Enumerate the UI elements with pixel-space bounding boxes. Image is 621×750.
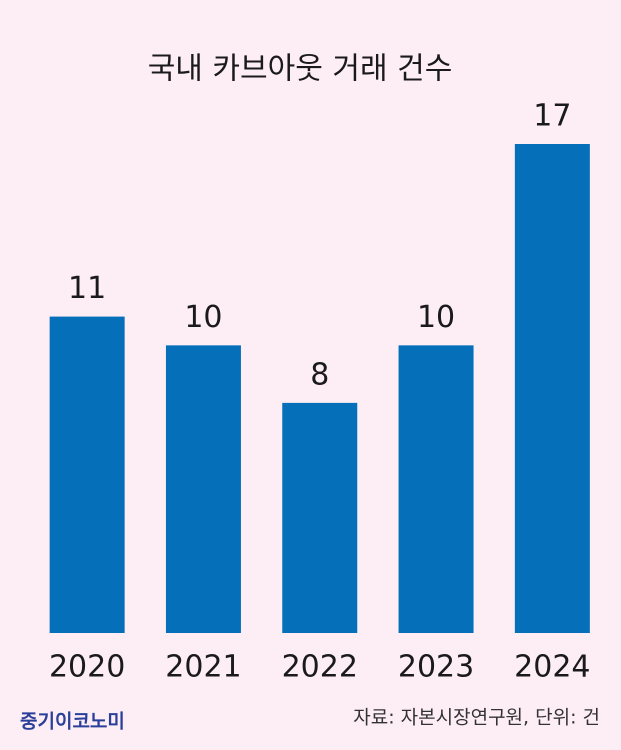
- bar: [282, 402, 358, 633]
- x-tick-label: 2021: [165, 650, 241, 685]
- bar: [514, 144, 590, 633]
- value-label: 10: [417, 300, 455, 335]
- value-label: 8: [310, 357, 329, 392]
- source-note: 자료: 자본시장연구원, 단위: 건: [353, 707, 600, 729]
- chart-title: 국내 카브아웃 거래 건수: [148, 52, 453, 87]
- x-tick-label: 2022: [282, 650, 358, 685]
- x-tick-label: 2020: [49, 650, 125, 685]
- value-label: 11: [68, 271, 106, 306]
- brand-logo: 중기이코노미: [20, 711, 125, 733]
- value-label: 10: [184, 300, 222, 335]
- bar: [49, 316, 125, 633]
- value-label: 17: [533, 99, 571, 134]
- x-tick-label: 2023: [398, 650, 474, 685]
- x-tick-label: 2024: [514, 650, 590, 685]
- bar: [398, 345, 474, 633]
- bar: [165, 345, 241, 633]
